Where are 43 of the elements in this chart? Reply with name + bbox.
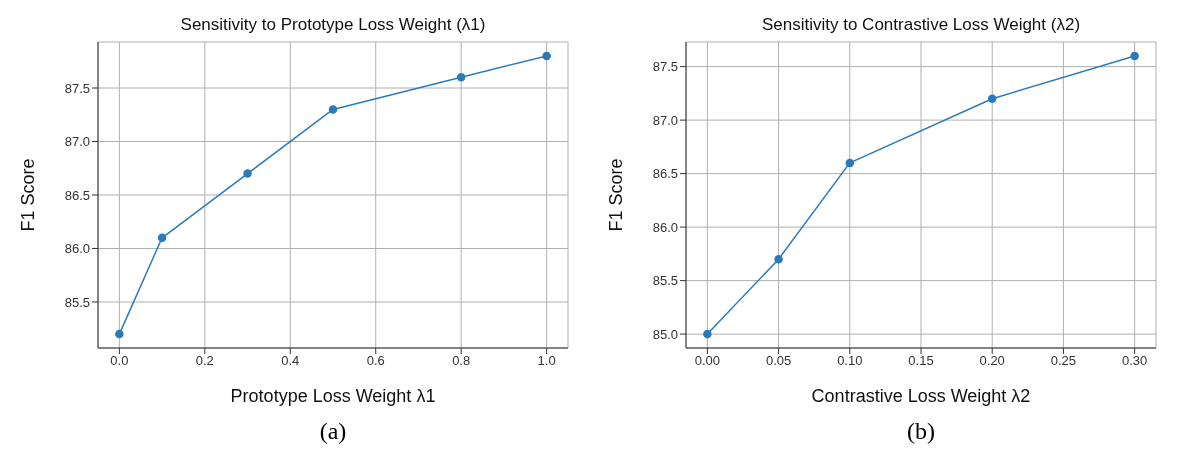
point xyxy=(845,158,855,168)
point xyxy=(115,329,124,339)
y-tick-label: 85.5 xyxy=(64,294,90,310)
point xyxy=(774,254,783,264)
point xyxy=(703,329,712,339)
y-tick-label: 85.5 xyxy=(652,273,678,289)
x-tick-label: 0.8 xyxy=(452,353,471,369)
point xyxy=(157,233,167,243)
text: (a) xyxy=(318,418,348,445)
y-tick-label: 87.5 xyxy=(64,80,90,96)
x-tick-label: 0.25 xyxy=(1050,353,1077,369)
y-tick-label: 86.0 xyxy=(652,219,678,235)
text: (b) xyxy=(906,418,936,445)
y-tick-label: 86.5 xyxy=(652,166,678,182)
point xyxy=(328,105,338,114)
x-axis-title: Prototype Loss Weight λ1 xyxy=(230,386,436,406)
y-tick-label: 86.5 xyxy=(64,187,90,203)
x-tick-label: 0.0 xyxy=(110,353,129,369)
point xyxy=(542,51,551,61)
y-tick-label: 87.5 xyxy=(652,59,678,75)
chart-title: Sensitivity to Contrastive Loss Weight (λ2) xyxy=(761,15,1081,34)
y-axis-title: F1 Score xyxy=(18,158,39,232)
x-tick-label: 0.05 xyxy=(765,353,792,369)
point xyxy=(1130,51,1139,61)
x-tick-label: 0.20 xyxy=(979,353,1005,369)
y-tick-label: 86.0 xyxy=(64,241,90,257)
y-tick-label: 85.0 xyxy=(652,326,678,342)
x-tick-label: 0.2 xyxy=(195,353,214,369)
x-tick-label: 0.6 xyxy=(366,353,385,369)
y-tick-label: 87.0 xyxy=(64,134,90,150)
y-axis-title: F1 Score xyxy=(606,158,627,232)
y-tick-label: 87.0 xyxy=(652,112,678,128)
point xyxy=(456,73,466,82)
point xyxy=(987,94,997,103)
x-tick-label: 0.30 xyxy=(1121,353,1148,369)
x-tick-label: 0.10 xyxy=(837,353,863,369)
x-tick-label: 0.00 xyxy=(694,353,721,369)
x-tick-label: 1.0 xyxy=(537,353,556,369)
point xyxy=(243,169,252,178)
x-tick-label: 0.15 xyxy=(908,353,934,369)
x-axis-title: Contrastive Loss Weight λ2 xyxy=(811,386,1031,406)
chart-title: Sensitivity to Prototype Loss Weight (λ1) xyxy=(180,15,486,34)
x-tick-label: 0.4 xyxy=(281,353,300,369)
